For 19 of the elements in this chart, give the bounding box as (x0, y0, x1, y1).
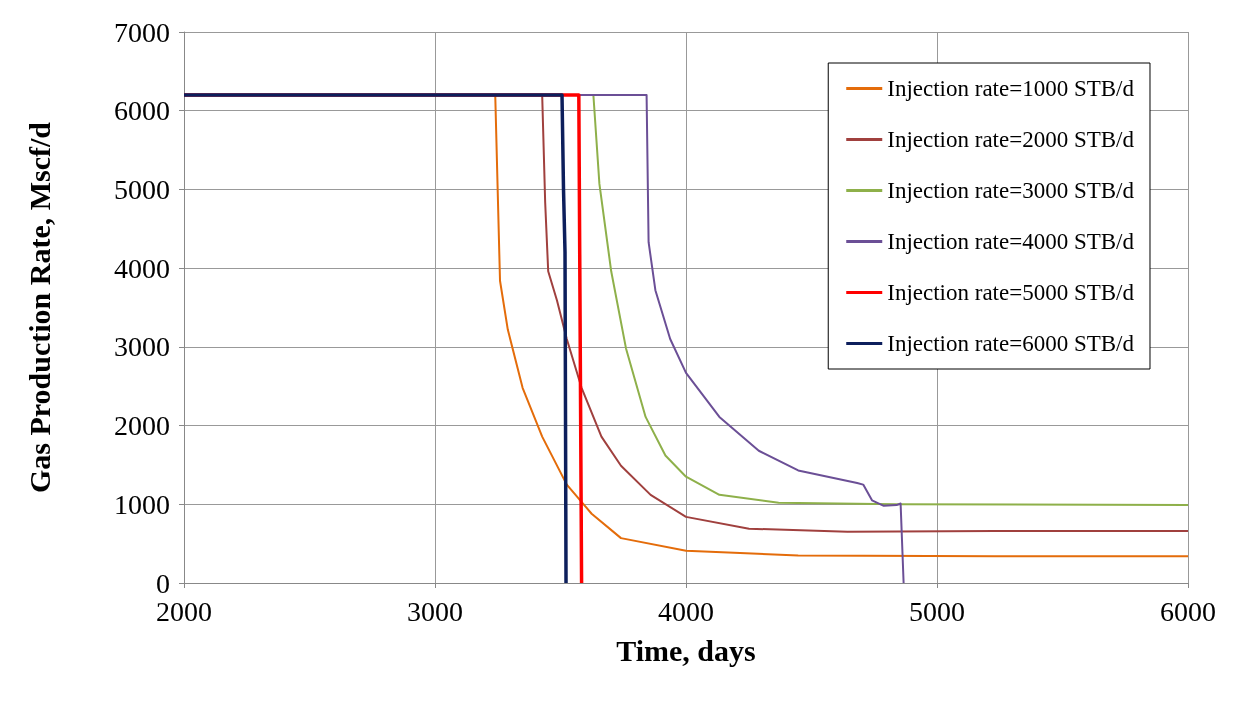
x-tick-label: 3000 (407, 595, 463, 627)
legend-label: Injection rate=4000 STB/d (887, 229, 1135, 254)
legend-label: Injection rate=2000 STB/d (887, 127, 1135, 152)
x-tick-label: 5000 (909, 595, 965, 627)
y-tick-label: 4000 (114, 252, 170, 284)
legend-label: Injection rate=3000 STB/d (887, 178, 1135, 203)
y-tick-label: 1000 (114, 488, 170, 520)
y-tick-label: 6000 (114, 95, 170, 127)
legend-label: Injection rate=1000 STB/d (887, 76, 1135, 101)
y-tick-label: 2000 (114, 410, 170, 442)
x-axis-title: Time, days (616, 633, 756, 667)
y-axis-title: Gas Production Rate, Mscf/d (22, 121, 56, 494)
legend-label: Injection rate=5000 STB/d (887, 280, 1135, 305)
y-tick-label: 5000 (114, 173, 170, 205)
x-tick-label: 6000 (1160, 595, 1216, 627)
x-tick-label: 4000 (658, 595, 714, 627)
legend-label: Injection rate=6000 STB/d (887, 331, 1135, 356)
y-tick-label: 3000 (114, 331, 170, 363)
y-tick-label: 7000 (114, 16, 170, 48)
